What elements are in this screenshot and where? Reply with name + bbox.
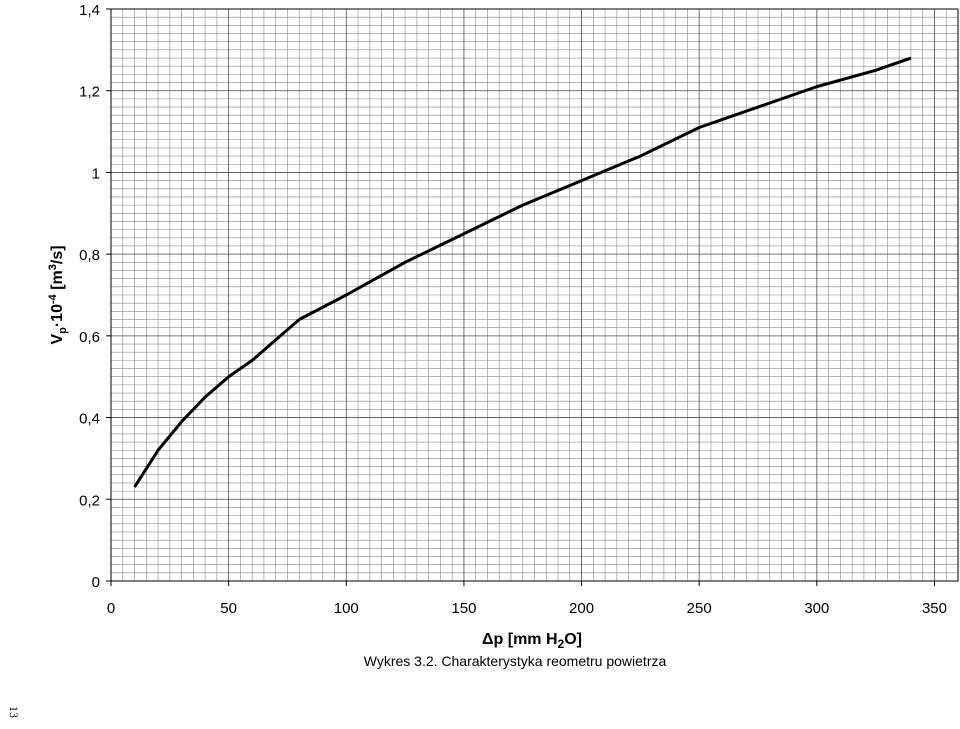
y-label-unit: [m (49, 270, 66, 294)
plot (133, 56, 912, 488)
y-tick-label: 0,6 (79, 329, 100, 346)
y-tick-label: 0,4 (79, 411, 100, 428)
page-number: 13 (7, 706, 21, 718)
x-axis-label: Δp [mm H2O] (482, 631, 582, 651)
grid (106, 8, 959, 586)
y-label-end: /s] (49, 245, 66, 264)
x-tick-label: 200 (569, 600, 594, 617)
y-tick-label: 1,4 (79, 2, 100, 19)
x-tick-label: 100 (334, 600, 359, 617)
x-tick-label: 300 (804, 600, 829, 617)
plot-frame (110, 8, 959, 582)
x-tick-label: 350 (922, 600, 947, 617)
y-tick-label: 1,2 (79, 84, 100, 101)
y-label-sub: p (57, 327, 69, 334)
y-tick-label: 0 (92, 574, 100, 591)
y-tick-label: 1 (92, 165, 100, 182)
x-tick-label: 150 (451, 600, 476, 617)
x-tick-label: 250 (687, 600, 712, 617)
data-line (133, 56, 912, 488)
y-label-mid: ·10 (49, 304, 66, 327)
x-tick-label: 0 (107, 600, 115, 617)
y-tick-label: 0,2 (79, 492, 100, 509)
x-label-end: O] (564, 631, 582, 648)
caption: Wykres 3.2. Charakterystyka reometru pow… (364, 653, 667, 669)
x-label-text: Δp [mm H (482, 631, 558, 648)
y-label-unit-sup: 3 (47, 264, 59, 270)
y-label-sup: -4 (47, 293, 59, 304)
x-label-sub: 2 (558, 637, 565, 651)
y-tick-label: 0,8 (79, 247, 100, 264)
y-axis-label: Vp·10-4 [m3/s] (47, 245, 69, 344)
x-tick-label: 50 (220, 600, 237, 617)
y-label-v: V (49, 334, 66, 345)
